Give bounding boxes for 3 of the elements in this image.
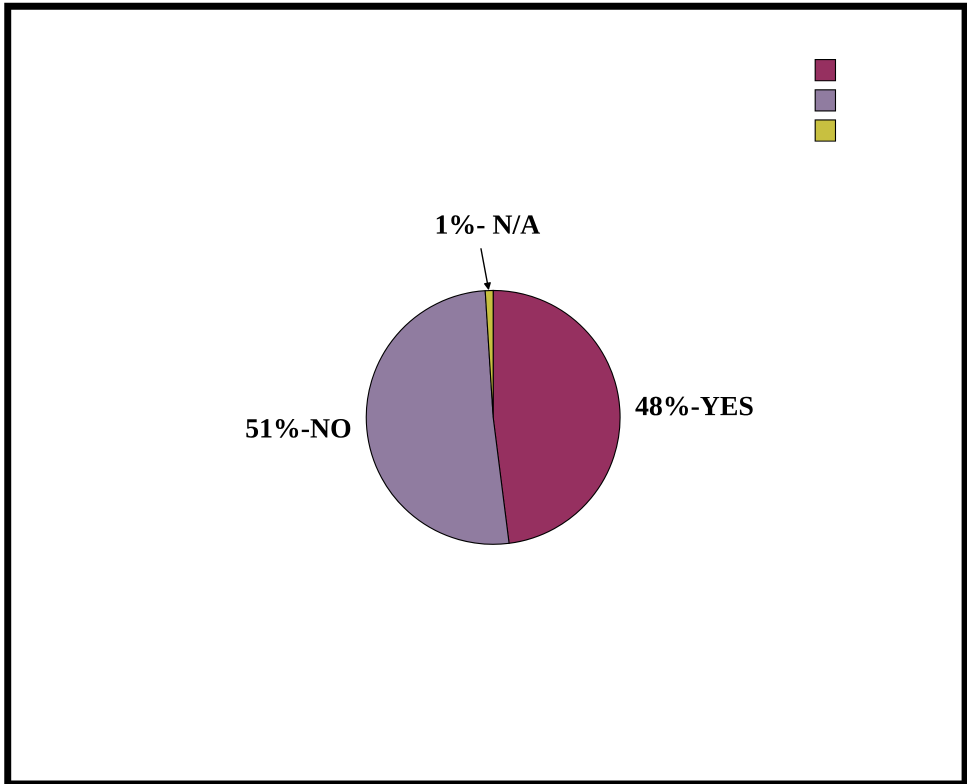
data-label: 1%- N/A [436,215,540,234]
data-label: 48%-YES [635,396,753,416]
data-label: 51%-NO [246,418,350,438]
